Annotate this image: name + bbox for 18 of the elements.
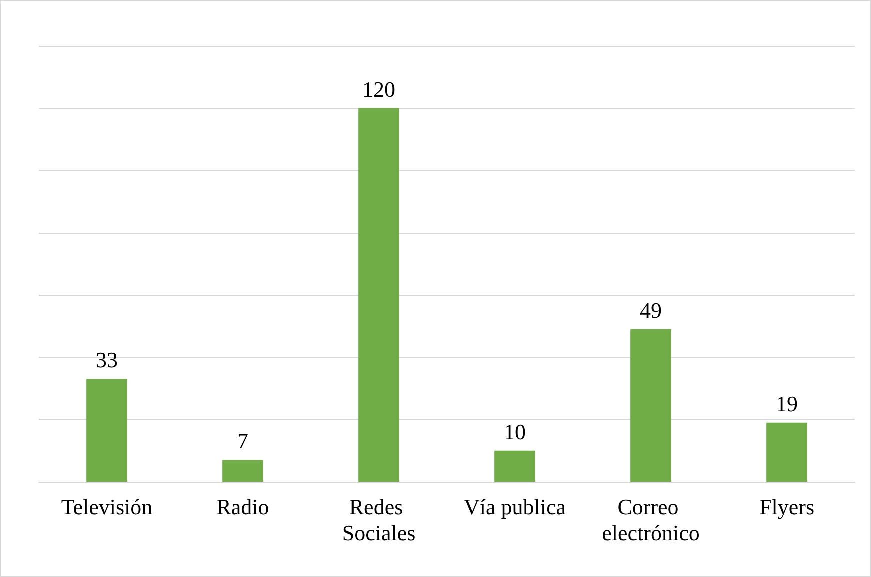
data-label: 10 <box>504 419 526 444</box>
bar <box>494 450 536 482</box>
bar <box>222 460 264 482</box>
x-tick-label: Vía publica <box>464 494 566 520</box>
data-label: 19 <box>776 391 798 416</box>
data-label: 49 <box>640 298 662 323</box>
x-tick-label: Flyers <box>760 494 814 520</box>
bar <box>766 422 808 482</box>
x-tick-label: Redes Sociales <box>342 494 416 546</box>
bar <box>630 329 672 482</box>
bar <box>358 108 400 482</box>
data-label: 33 <box>96 348 118 373</box>
data-label: 7 <box>238 428 248 454</box>
data-label: 120 <box>362 76 396 102</box>
x-tick-label: Radio <box>216 494 270 520</box>
x-tick-label: Correo electrónico <box>602 494 700 546</box>
x-tick-label: Televisión <box>61 494 153 520</box>
bar <box>86 379 128 482</box>
